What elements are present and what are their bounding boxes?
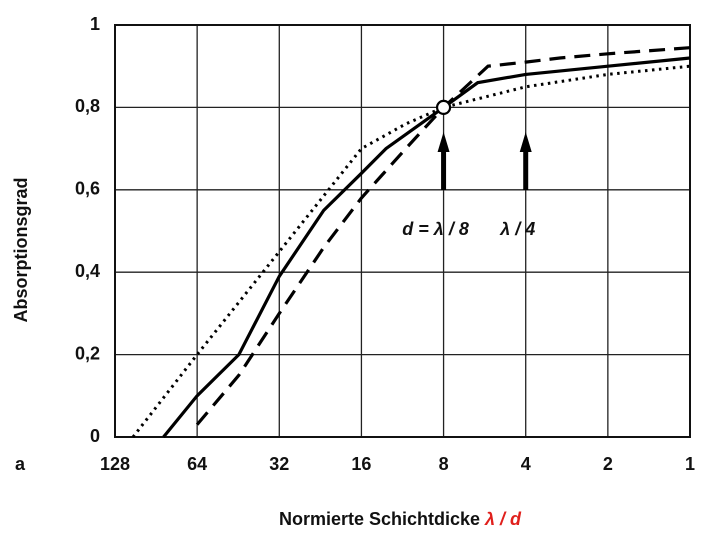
- arrow-head: [519, 132, 532, 152]
- x-tick-label: 4: [521, 454, 531, 474]
- y-tick-label: 0: [90, 426, 100, 446]
- series-line: [195, 46, 691, 426]
- x-axis-label-text: Normierte Schichtdicke: [279, 509, 485, 529]
- x-tick-label: 1: [685, 454, 695, 474]
- x-tick-label: 2: [603, 454, 613, 474]
- x-tick-label: 64: [187, 454, 207, 474]
- y-axis-label: Absorptionsgrad: [11, 177, 31, 322]
- panel-label: a: [15, 454, 26, 474]
- y-tick-label: 0,4: [75, 261, 100, 281]
- y-tick-label: 0,8: [75, 96, 100, 116]
- x-tick-label: 16: [351, 454, 371, 474]
- series-line: [131, 64, 691, 438]
- marker: [435, 99, 452, 116]
- y-tick-label: 0,6: [75, 179, 100, 199]
- x-tick-label: 128: [100, 454, 130, 474]
- series-line: [162, 56, 691, 439]
- x-tick-label: 32: [269, 454, 289, 474]
- y-tick-label: 0,2: [75, 343, 100, 363]
- y-tick-label: 1: [90, 14, 100, 34]
- x-axis-label: Normierte Schichtdicke λ / d: [279, 509, 522, 529]
- x-tick-label: 8: [439, 454, 449, 474]
- annotation: d = λ / 8: [402, 219, 469, 239]
- plot-frame: [114, 24, 691, 438]
- arrow-head: [437, 132, 450, 152]
- annotation: λ / 4: [499, 219, 535, 239]
- x-axis-label-symbol: λ / d: [484, 509, 522, 529]
